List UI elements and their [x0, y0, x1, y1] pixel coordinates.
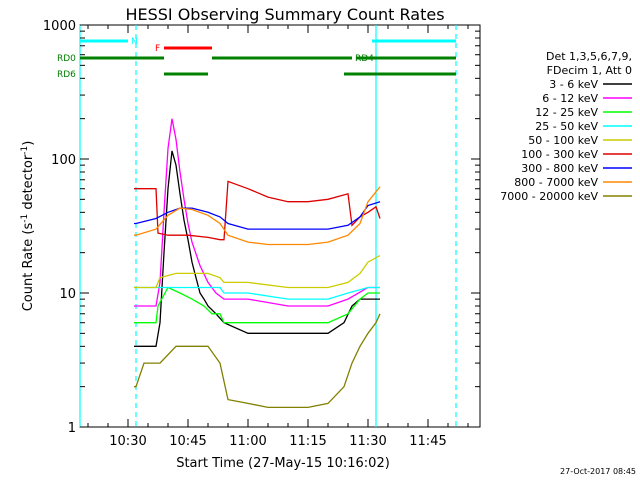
y-label-part2: detector — [21, 154, 36, 214]
series-lines — [134, 118, 381, 409]
y-tick-label-3: 1000 — [43, 19, 76, 34]
legend-label-6: 300 - 800 keV — [521, 162, 598, 175]
series-line-4 — [134, 255, 381, 289]
y-label-part1: Count Rate (s — [21, 223, 36, 312]
y-label-part3: ) — [21, 141, 36, 146]
vertical-markers — [79, 25, 457, 427]
x-tick-label-0: 10:30 — [109, 434, 146, 449]
timestamp: 27-Oct-2017 08:45 — [560, 467, 636, 476]
series-line-1 — [134, 118, 380, 307]
series-line-5 — [134, 180, 381, 241]
y-label-sup2: -1 — [20, 146, 30, 155]
series-line-6 — [134, 201, 381, 230]
orbit-label-RD0: RD0 — [57, 54, 76, 64]
flag-label-N: N — [131, 37, 138, 47]
legend-label-2: 12 - 25 keV — [535, 106, 598, 119]
series-line-7 — [134, 186, 381, 246]
x-tick-label-5: 11:45 — [409, 434, 446, 449]
legend-label-7: 800 - 7000 keV — [514, 176, 598, 189]
orbit-label-RD6: RD6 — [57, 70, 76, 80]
y-tick-label-2: 100 — [51, 153, 76, 168]
series-line-3 — [134, 286, 380, 300]
attenuator-flags: N F RD0 RD4 RD6 — [57, 37, 456, 80]
legend-label-5: 100 - 300 keV — [521, 148, 598, 161]
x-tick-label-3: 11:15 — [289, 434, 326, 449]
x-tick-label-2: 11:00 — [229, 434, 266, 449]
chart-title: HESSI Observing Summary Count Rates — [125, 5, 444, 24]
flag-label-F: F — [155, 44, 160, 54]
series-line-8 — [134, 313, 381, 409]
legend-label-0: 3 - 6 keV — [549, 78, 598, 91]
legend-label-1: 6 - 12 keV — [542, 92, 598, 105]
legend-header-2: FDecim 1, Att 0 — [547, 64, 632, 77]
series-line-2 — [134, 286, 380, 324]
legend-header-1: Det 1,3,5,6,7,9, — [546, 50, 632, 63]
x-tick-label-4: 11:30 — [349, 434, 386, 449]
legend-label-8: 7000 - 20000 keV — [500, 190, 598, 203]
x-axis-label: Start Time (27-May-15 10:16:02) — [176, 456, 390, 471]
y-axis-label: Count Rate (s-1 detector-1) — [20, 141, 36, 312]
legend-label-4: 50 - 100 keV — [528, 134, 598, 147]
legend-label-3: 25 - 50 keV — [535, 120, 598, 133]
y-label-sup1: -1 — [20, 214, 30, 223]
orbit-label-RD4: RD4 — [355, 54, 374, 64]
plot-frame — [79, 24, 481, 428]
y-tick-label-1: 10 — [59, 287, 76, 302]
x-axis: 10:30 10:45 11:00 11:15 11:30 11:45 — [87, 25, 469, 449]
y-axis: 1 10 100 1000 — [43, 19, 480, 436]
y-tick-label-0: 1 — [68, 421, 76, 436]
series-line-0 — [134, 150, 380, 347]
x-tick-label-1: 10:45 — [169, 434, 206, 449]
